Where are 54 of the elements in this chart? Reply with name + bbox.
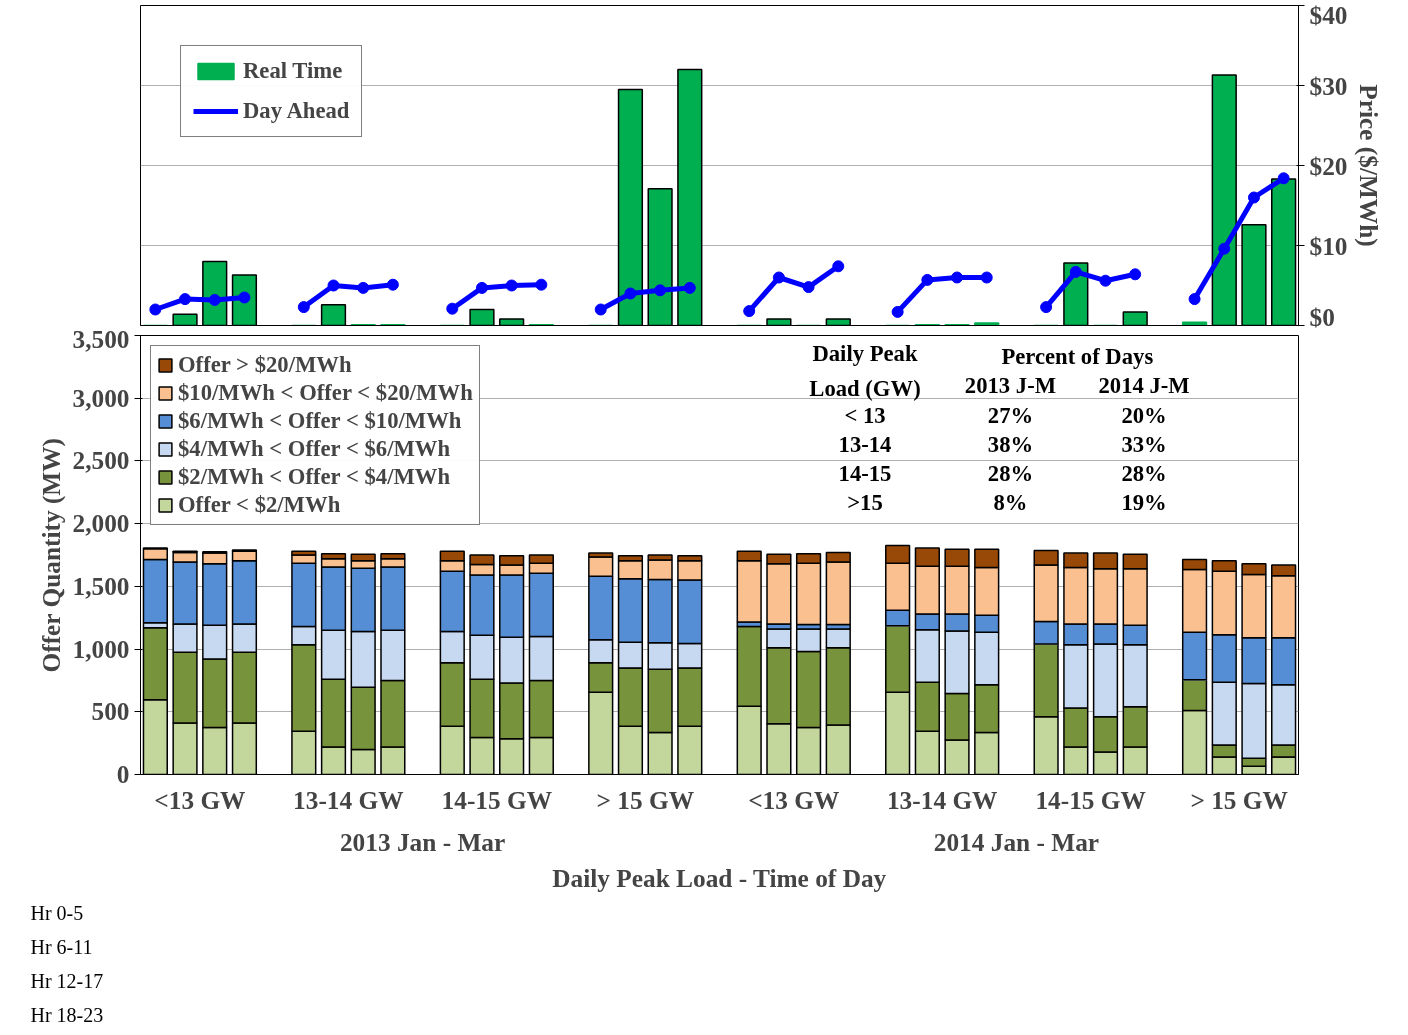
legend-label: Day Ahead xyxy=(243,98,350,124)
annotation: >15 xyxy=(847,489,883,515)
legend-label: $10/MWh < Offer < $20/MWh xyxy=(178,380,473,406)
text: <13 GW xyxy=(748,785,840,814)
text: 13-14 GW xyxy=(886,785,998,814)
annotation: 28% xyxy=(1121,460,1167,486)
legend-label: $4/MWh < Offer < $6/MWh xyxy=(178,436,451,462)
annotation: 33% xyxy=(1121,432,1167,458)
annotation: Percent of Days xyxy=(1001,344,1154,370)
y-tick-label: 500 xyxy=(91,697,130,726)
annotation: 13-14 xyxy=(838,432,892,458)
text: Hr 6-11 xyxy=(30,935,93,958)
annotation: 2013 J-M xyxy=(964,373,1057,399)
annotation: Daily Peak Load (GW) xyxy=(809,341,921,402)
annotation: 8% xyxy=(993,489,1028,515)
text: Hr 12-17 xyxy=(30,969,104,992)
text: 2013 Jan - Mar xyxy=(339,827,506,856)
annotation: 28% xyxy=(987,460,1034,486)
text: > 15 GW xyxy=(596,785,695,814)
annotation: 2014 J-M xyxy=(1098,373,1190,399)
legend-label: Real Time xyxy=(243,58,343,84)
legend-label: $6/MWh < Offer < $10/MWh xyxy=(178,408,462,434)
annotation: < 13 xyxy=(844,403,886,429)
y2-tick-label: $30 xyxy=(1309,71,1348,100)
y-tick-label: 0 xyxy=(116,760,130,788)
text: Hr 18-23 xyxy=(30,1003,104,1026)
legend-label: Offer < $2/MWh xyxy=(178,492,341,518)
annotation: 14-15 xyxy=(838,460,892,486)
y-tick-label: 2,000 xyxy=(72,509,130,538)
y-tick-label: 2,500 xyxy=(72,446,130,475)
y-axis-title: Offer Quantity (MW) xyxy=(36,437,66,673)
y-tick-label: 3,000 xyxy=(72,383,130,412)
text: 14-15 GW xyxy=(441,785,553,814)
x-axis-title: Daily Peak Load - Time of Day xyxy=(552,863,887,892)
text: <13 GW xyxy=(154,785,246,814)
y-tick-label: 3,500 xyxy=(72,324,130,353)
y-tick-label: 1,500 xyxy=(72,571,130,600)
annotation: 19% xyxy=(1121,489,1167,515)
annotation: 20% xyxy=(1121,403,1167,429)
y2-tick-label: $40 xyxy=(1309,0,1348,29)
text: 2014 Jan - Mar xyxy=(933,827,1100,856)
text: 14-15 GW xyxy=(1035,785,1146,814)
legend-label: $2/MWh < Offer < $4/MWh xyxy=(178,464,451,490)
y2-tick-label: $10 xyxy=(1309,231,1348,260)
y2-tick-label: $0 xyxy=(1309,302,1335,331)
annotation: 27% xyxy=(987,403,1034,429)
y2-tick-label: $20 xyxy=(1309,151,1348,180)
annotation: 38% xyxy=(987,432,1034,458)
legend-label: Offer > $20/MWh xyxy=(178,352,352,378)
y2-axis-title: Price ($/MWh) xyxy=(1354,84,1384,247)
text: > 15 GW xyxy=(1190,785,1288,814)
text: Hr 0-5 xyxy=(30,901,84,924)
text: 13-14 GW xyxy=(293,785,404,814)
y-tick-label: 1,000 xyxy=(72,634,130,663)
